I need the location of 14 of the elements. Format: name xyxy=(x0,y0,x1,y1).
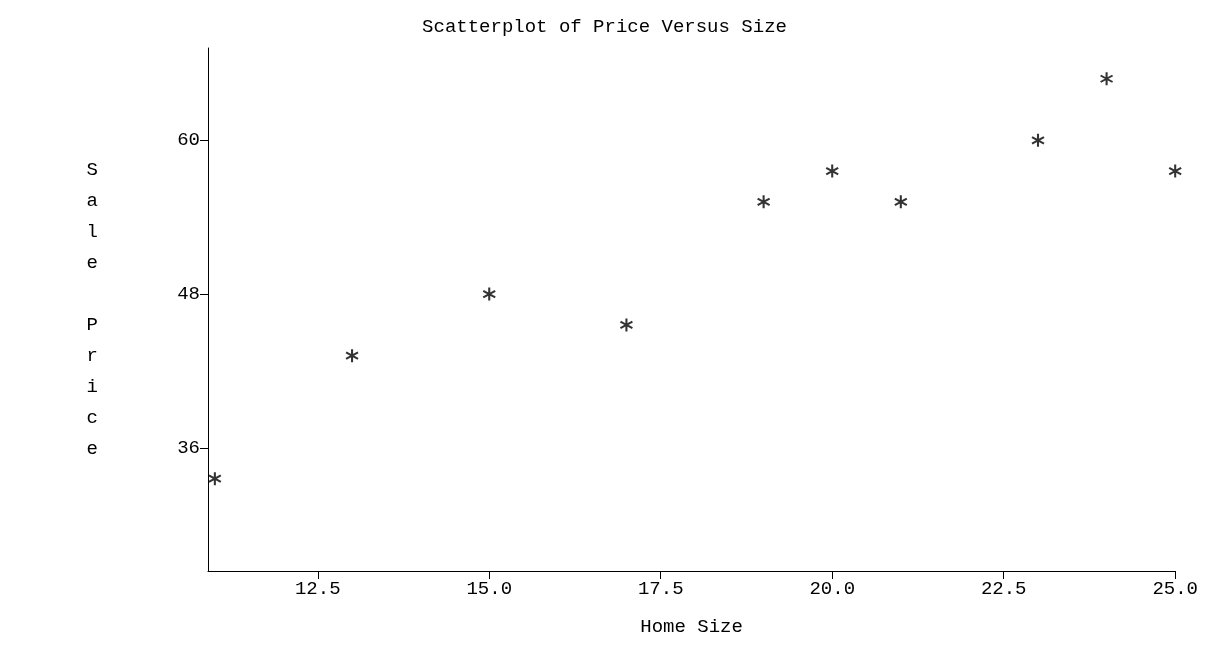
chart-title: Scatterplot of Price Versus Size xyxy=(422,15,787,38)
x-tick-label: 22.5 xyxy=(980,577,1027,600)
x-tick-label: 15.0 xyxy=(466,577,513,600)
y-tick-label: 36 xyxy=(177,436,200,459)
text: Sale Price xyxy=(86,159,98,460)
y-tick-label: 60 xyxy=(177,129,200,152)
x-tick-label: 25.0 xyxy=(1152,577,1198,600)
x-tick-label: 12.5 xyxy=(294,577,341,600)
point xyxy=(1168,164,1182,178)
x-tick-label: 20.0 xyxy=(809,577,856,600)
point xyxy=(825,164,839,178)
x-tick-label: 17.5 xyxy=(637,577,684,600)
x-axis-title: Home Size xyxy=(640,615,743,638)
y-tick-label: 48 xyxy=(177,283,200,306)
